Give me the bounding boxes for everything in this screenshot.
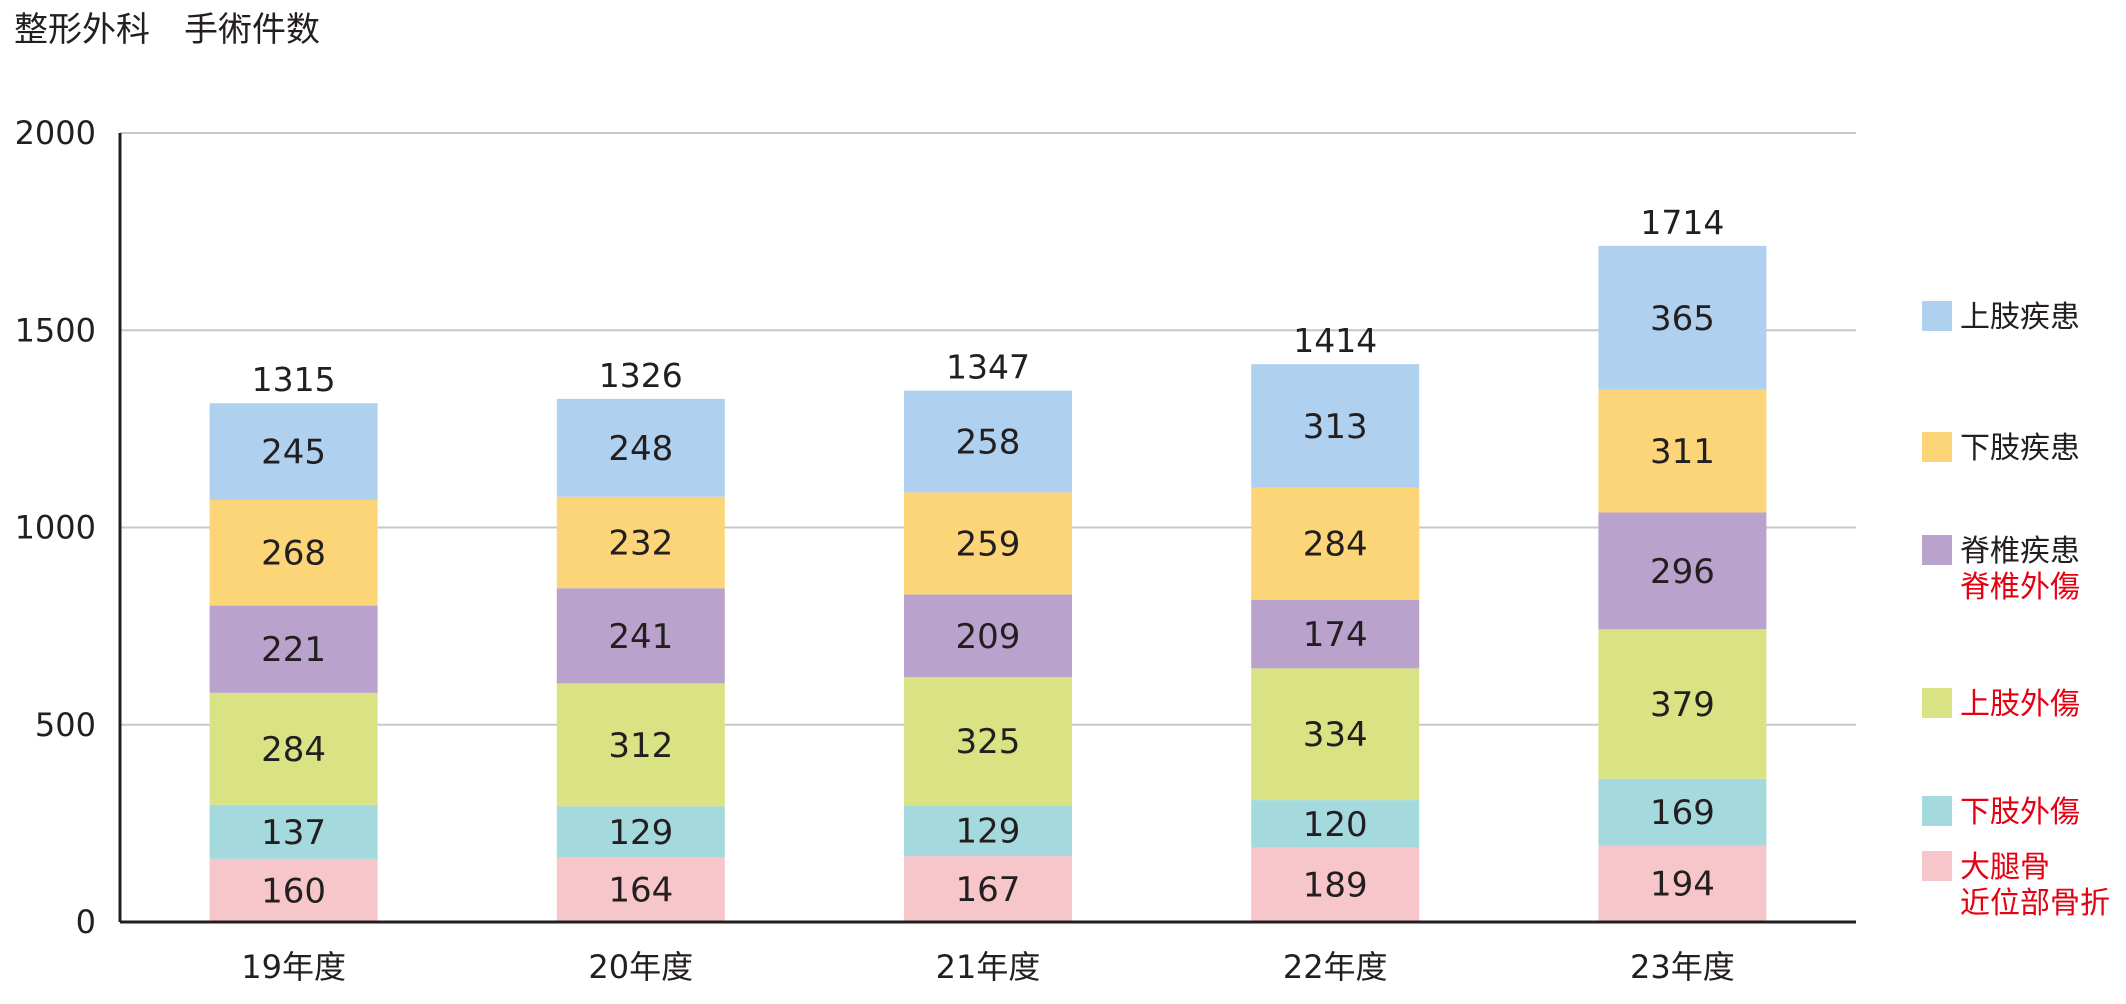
- legend-swatch: [1922, 535, 1952, 565]
- bar-segment: [904, 677, 1072, 806]
- segment-value-label: 325: [956, 722, 1021, 762]
- x-category-label: 20年度: [588, 948, 693, 986]
- bar-segment: [209, 403, 378, 500]
- segment-value-label: 313: [1303, 407, 1368, 447]
- segment-value-label: 137: [261, 813, 326, 853]
- legend-label: 脊椎疾患: [1960, 534, 2080, 569]
- bar-segment: [209, 858, 378, 922]
- x-category-label: 22年度: [1283, 948, 1388, 986]
- bar-segment: [1251, 487, 1420, 600]
- bar-segment: [1598, 845, 1767, 922]
- segment-value-label: 312: [608, 726, 673, 766]
- segment-value-label: 258: [956, 422, 1021, 462]
- bar-segment: [1598, 389, 1767, 513]
- bar-segment: [209, 605, 378, 693]
- chart-title: 整形外科 手術件数: [14, 10, 320, 50]
- segment-value-label: 245: [261, 433, 326, 473]
- segment-value-label: 174: [1303, 615, 1368, 655]
- legend-label: 上肢疾患: [1960, 300, 2080, 335]
- segment-value-label: 189: [1303, 866, 1368, 906]
- bar-segment: [904, 856, 1072, 922]
- segment-value-label: 194: [1650, 865, 1715, 905]
- y-tick-label: 1000: [15, 509, 96, 547]
- x-category-label: 21年度: [936, 948, 1041, 986]
- segment-value-label: 284: [1303, 525, 1368, 565]
- bar-segment: [209, 692, 378, 805]
- segment-value-label: 365: [1650, 299, 1715, 339]
- segment-value-label: 169: [1650, 793, 1715, 833]
- segment-value-label: 120: [1303, 805, 1368, 845]
- segment-value-label: 241: [608, 617, 673, 657]
- bar-total-label: 1315: [252, 360, 336, 399]
- segment-value-label: 160: [261, 871, 326, 911]
- bar-segment: [556, 496, 725, 589]
- segment-value-label: 232: [608, 523, 673, 563]
- x-category-label: 19年度: [241, 948, 346, 986]
- legend-label: 近位部骨折: [1960, 886, 2110, 921]
- segment-value-label: 334: [1303, 715, 1368, 755]
- legend-swatch: [1922, 688, 1952, 718]
- bar-segment: [556, 806, 725, 858]
- legend-label: 上肢外傷: [1960, 687, 2080, 722]
- y-tick-label: 0: [76, 903, 96, 941]
- legend-label: 大腿骨: [1960, 850, 2050, 885]
- segment-value-label: 248: [608, 429, 673, 469]
- segment-value-label: 311: [1650, 432, 1715, 472]
- segment-value-label: 221: [261, 630, 326, 670]
- bar-total-label: 1414: [1293, 321, 1377, 360]
- bars: 160 137 284 221 268 245 1315 164 129 312 241 232 248…: [209, 203, 1767, 922]
- legend-swatch: [1922, 432, 1952, 462]
- segment-value-label: 284: [261, 730, 326, 770]
- x-category-label: 23年度: [1630, 948, 1735, 986]
- bar-total-label: 1347: [946, 348, 1030, 387]
- legend-label: 下肢疾患: [1960, 431, 2080, 466]
- segment-value-label: 379: [1650, 685, 1715, 725]
- bar-segment: [904, 594, 1072, 678]
- bar-segment: [1251, 364, 1420, 488]
- bar-segment: [1598, 778, 1767, 846]
- bar-segment: [209, 499, 378, 606]
- legend-label: 脊椎外傷: [1960, 570, 2080, 605]
- bar-segment: [556, 857, 725, 922]
- axes: 0 500 1000 1500 2000 19年度 20年度 21年度 22年度 23年度: [15, 114, 1856, 986]
- segment-value-label: 129: [956, 812, 1021, 852]
- bar-segment: [556, 683, 725, 807]
- y-tick-label: 500: [35, 706, 96, 744]
- bar-segment: [1251, 847, 1420, 922]
- bar-segment: [1598, 245, 1767, 390]
- bar-segment: [904, 390, 1072, 493]
- bar-segment: [904, 492, 1072, 595]
- bar-total-label: 1326: [599, 356, 683, 395]
- bar-segment: [1251, 668, 1420, 801]
- bar-segment: [904, 805, 1072, 857]
- bar-segment: [556, 398, 725, 497]
- legend-swatch: [1922, 301, 1952, 331]
- segment-value-label: 164: [608, 871, 673, 911]
- segment-value-label: 259: [956, 524, 1021, 564]
- segment-value-label: 268: [261, 534, 326, 574]
- bar-segment: [1251, 599, 1420, 669]
- segment-value-label: 167: [956, 870, 1021, 910]
- legend-label: 下肢外傷: [1960, 795, 2080, 830]
- bar-segment: [1598, 512, 1767, 630]
- legend-swatch: [1922, 796, 1952, 826]
- segment-value-label: 296: [1650, 552, 1715, 592]
- y-tick-label: 1500: [15, 311, 96, 349]
- y-tick-label: 2000: [15, 114, 96, 152]
- bar-total-label: 1714: [1640, 203, 1724, 242]
- legend-swatch: [1922, 851, 1952, 881]
- bar-segment: [1251, 800, 1420, 848]
- bar-segment: [1598, 629, 1767, 779]
- bar-segment: [556, 588, 725, 684]
- segment-value-label: 209: [956, 617, 1021, 657]
- bar-segment: [209, 804, 378, 859]
- segment-value-label: 129: [608, 813, 673, 853]
